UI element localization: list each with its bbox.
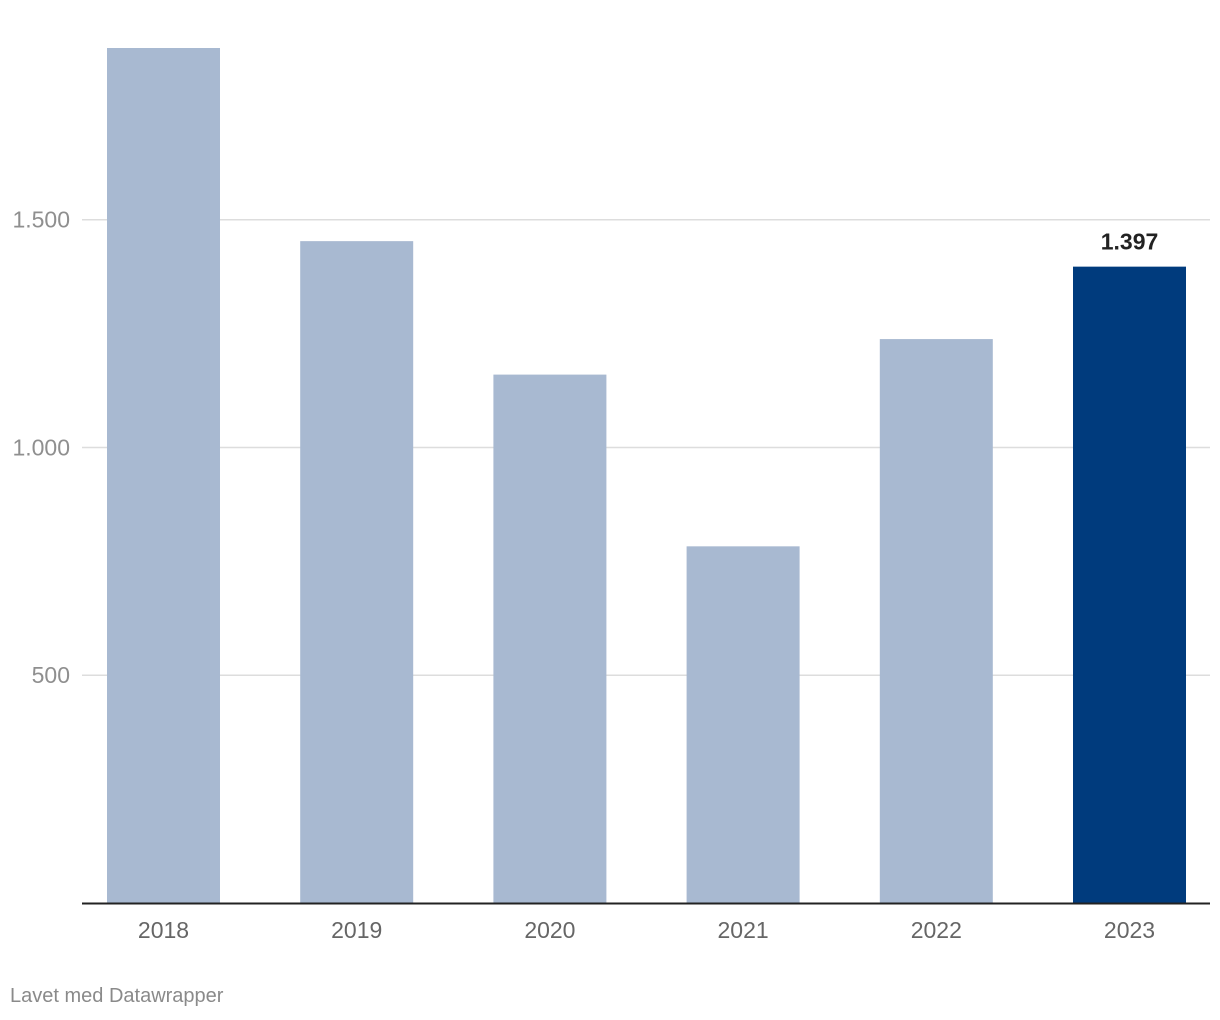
footer-credit: Lavet med Datawrapper <box>10 985 224 1007</box>
bar-2023 <box>1073 266 1186 903</box>
x-tick-label: 2020 <box>524 917 575 943</box>
bar-2020 <box>493 374 607 903</box>
x-tick-label: 2023 <box>1104 917 1155 943</box>
x-axis-ticks: 2018 2019 2020 2021 2022 2023 <box>138 917 1155 943</box>
bar-2018 <box>107 48 220 903</box>
bar-2021 <box>686 546 800 903</box>
y-tick-label: 1.000 <box>12 434 70 460</box>
bar-2019 <box>300 241 414 903</box>
x-tick-label: 2022 <box>911 917 962 943</box>
bar-chart: 500 1.000 1.500 2018 2019 2020 2021 2022 2023 1… <box>12 48 1210 943</box>
bars <box>107 48 1186 904</box>
data-labels: 1.397 <box>1101 229 1159 255</box>
x-tick-label: 2018 <box>138 917 189 943</box>
y-tick-label: 500 <box>32 662 70 688</box>
data-label: 1.397 <box>1101 229 1159 255</box>
x-tick-label: 2019 <box>331 917 382 943</box>
y-tick-label: 1.500 <box>12 207 70 233</box>
x-tick-label: 2021 <box>718 917 769 943</box>
y-axis-ticks: 500 1.000 1.500 <box>12 207 70 689</box>
bar-2022 <box>879 339 993 904</box>
gridlines <box>82 218 1210 676</box>
